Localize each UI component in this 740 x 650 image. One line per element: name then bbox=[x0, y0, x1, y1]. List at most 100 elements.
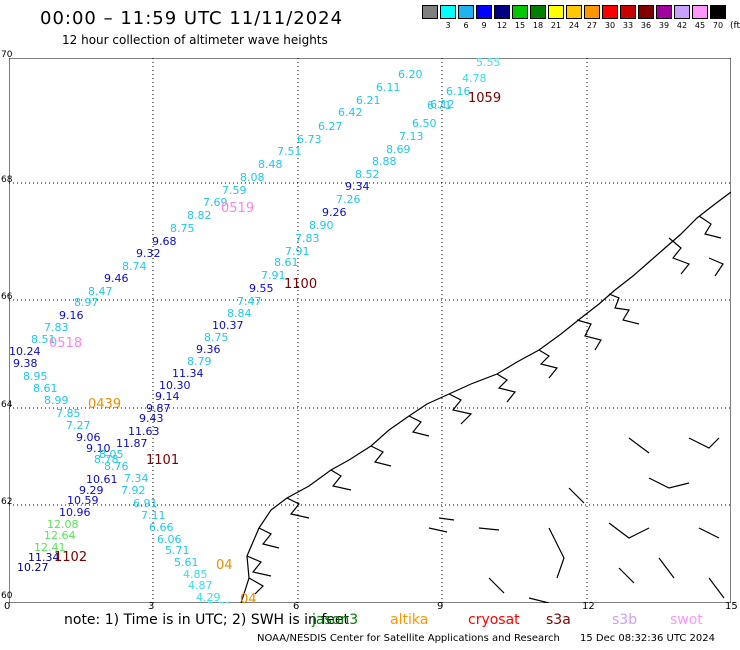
coastline-segment bbox=[608, 293, 640, 325]
coastline-segment bbox=[246, 555, 272, 577]
wave-height-label: 12.41 bbox=[34, 541, 66, 554]
coastline-segment bbox=[248, 577, 264, 595]
wave-height-label: 10.37 bbox=[212, 319, 244, 332]
coastline-segment bbox=[370, 445, 392, 467]
map-plot-area: 5.55 6.206.116.216.426.276.737.518.488.08… bbox=[9, 58, 731, 603]
satellite-key-swot: swot bbox=[670, 612, 703, 628]
satellite-key-altika: altika bbox=[390, 612, 429, 628]
latitude-tick-label: 60 bbox=[1, 591, 13, 601]
legend-swatch bbox=[638, 5, 654, 19]
longitude-tick-label: 9 bbox=[437, 601, 444, 612]
legend-unit: (ft) bbox=[730, 21, 740, 31]
coastline-segment bbox=[286, 497, 310, 519]
wave-height-label: 8.52 bbox=[355, 168, 380, 181]
wave-height-label: 7.69 bbox=[203, 196, 228, 209]
legend-swatch bbox=[656, 5, 672, 19]
legend-label: 42 bbox=[676, 21, 688, 30]
wave-height-label: 12.64 bbox=[44, 529, 76, 542]
wave-height-label: 7.83 bbox=[44, 321, 69, 334]
wave-height-label: 6.27 bbox=[318, 120, 343, 133]
wave-height-label: 8.78 bbox=[94, 453, 119, 466]
wave-height-label: 9.38 bbox=[13, 357, 38, 370]
wave-height-label: 9.34 bbox=[345, 180, 370, 193]
wave-height-label: 9.68 bbox=[152, 235, 177, 248]
pass-time-label: 0519 bbox=[221, 201, 254, 216]
wave-height-label: 8.61 bbox=[274, 256, 299, 269]
legend-label: 27 bbox=[586, 21, 598, 30]
wave-height-label: 9.43 bbox=[139, 412, 164, 425]
longitude-tick-label: 3 bbox=[148, 601, 155, 612]
coastline-segment bbox=[408, 415, 430, 437]
wave-height-label: 8.75 bbox=[170, 222, 195, 235]
latitude-tick-label: 62 bbox=[1, 497, 13, 507]
wave-height-label: 6.16 bbox=[446, 85, 471, 98]
wave-height-label: 8.75 bbox=[204, 331, 229, 344]
wave-height-label: 10.24 bbox=[9, 345, 41, 358]
coastline-segment bbox=[448, 393, 473, 425]
wave-height-label: 6.12 bbox=[430, 98, 455, 111]
wave-height-label: 6.11 bbox=[376, 81, 401, 94]
coastline-segment bbox=[698, 527, 720, 539]
coastline-segment bbox=[330, 469, 352, 491]
legend-swatch bbox=[476, 5, 492, 19]
coastline-segment bbox=[618, 567, 635, 584]
coastline-segment bbox=[478, 527, 500, 531]
wave-height-label: 10.61 bbox=[86, 473, 118, 486]
wave-height-label: 8.99 bbox=[44, 394, 69, 407]
legend-label: 24 bbox=[568, 21, 580, 30]
wave-height-label: 8.48 bbox=[258, 158, 283, 171]
coastline-segment bbox=[708, 577, 725, 599]
legend-label: 3 bbox=[445, 21, 451, 30]
legend-swatch bbox=[620, 5, 636, 19]
wave-height-label: 7.26 bbox=[336, 193, 361, 206]
wave-height-label: 6.73 bbox=[297, 133, 322, 146]
coastline-segment bbox=[428, 527, 448, 533]
legend-swatch bbox=[566, 5, 582, 19]
wave-height-label: 4.85 bbox=[183, 568, 208, 581]
legend-label: 15 bbox=[514, 21, 526, 30]
legend-label: 33 bbox=[622, 21, 634, 30]
wave-height-label: 7.85 bbox=[56, 407, 81, 420]
wave-height-label: 6.21 bbox=[356, 94, 381, 107]
wave-height-label: 8.76 bbox=[104, 460, 129, 473]
coastline-segment bbox=[648, 477, 690, 489]
wave-height-label: 5.55 bbox=[476, 58, 501, 69]
legend-label: 36 bbox=[640, 21, 652, 30]
coastline-segment bbox=[438, 517, 455, 521]
wave-height-label: 11.87 bbox=[116, 437, 148, 450]
wave-height-label: 6.42 bbox=[338, 106, 363, 119]
coastline-segment bbox=[608, 522, 650, 539]
coastline-segment bbox=[240, 191, 731, 603]
legend-label: 45 bbox=[694, 21, 706, 30]
legend-swatch bbox=[494, 5, 510, 19]
wave-height-label: 8.74 bbox=[122, 260, 147, 273]
legend-label: 12 bbox=[496, 21, 508, 30]
footer-note: note: 1) Time is in UTC; 2) SWH is in fe… bbox=[64, 612, 350, 628]
wave-height-label: 9.06 bbox=[76, 431, 101, 444]
legend-swatch bbox=[602, 5, 618, 19]
satellite-key-s3a: s3a bbox=[546, 612, 571, 628]
legend-label: 30 bbox=[604, 21, 616, 30]
map-title: 00:00 – 11:59 UTC 11/11/2024 bbox=[40, 8, 344, 29]
wave-height-label: 7.11 bbox=[141, 509, 166, 522]
pass-time-label: 1100 bbox=[284, 277, 317, 292]
wave-height-label: 9.55 bbox=[249, 282, 274, 295]
wave-height-label: 6.71 bbox=[427, 99, 452, 112]
legend-swatch bbox=[422, 5, 438, 19]
wave-height-label: 8.05 bbox=[99, 448, 124, 461]
coastline-segment bbox=[258, 527, 280, 549]
plot-frame bbox=[9, 58, 731, 603]
wave-height-label: 8.95 bbox=[23, 370, 48, 383]
legend-swatch bbox=[710, 5, 726, 19]
legend-swatch bbox=[692, 5, 708, 19]
wave-height-label: 4.29 bbox=[196, 591, 221, 603]
latitude-tick-label: 64 bbox=[1, 400, 13, 410]
satellite-key-jason3: jason3 bbox=[312, 612, 359, 628]
pass-time-label: 04 bbox=[216, 558, 233, 573]
wave-height-label: 6.20 bbox=[398, 68, 423, 81]
coastline-segment bbox=[496, 373, 517, 403]
coastline-segment bbox=[628, 437, 650, 454]
wave-height-label: 7.83 bbox=[295, 232, 320, 245]
wave-height-label: 7.91 bbox=[261, 269, 286, 282]
wave-height-label: 12.08 bbox=[47, 518, 79, 531]
